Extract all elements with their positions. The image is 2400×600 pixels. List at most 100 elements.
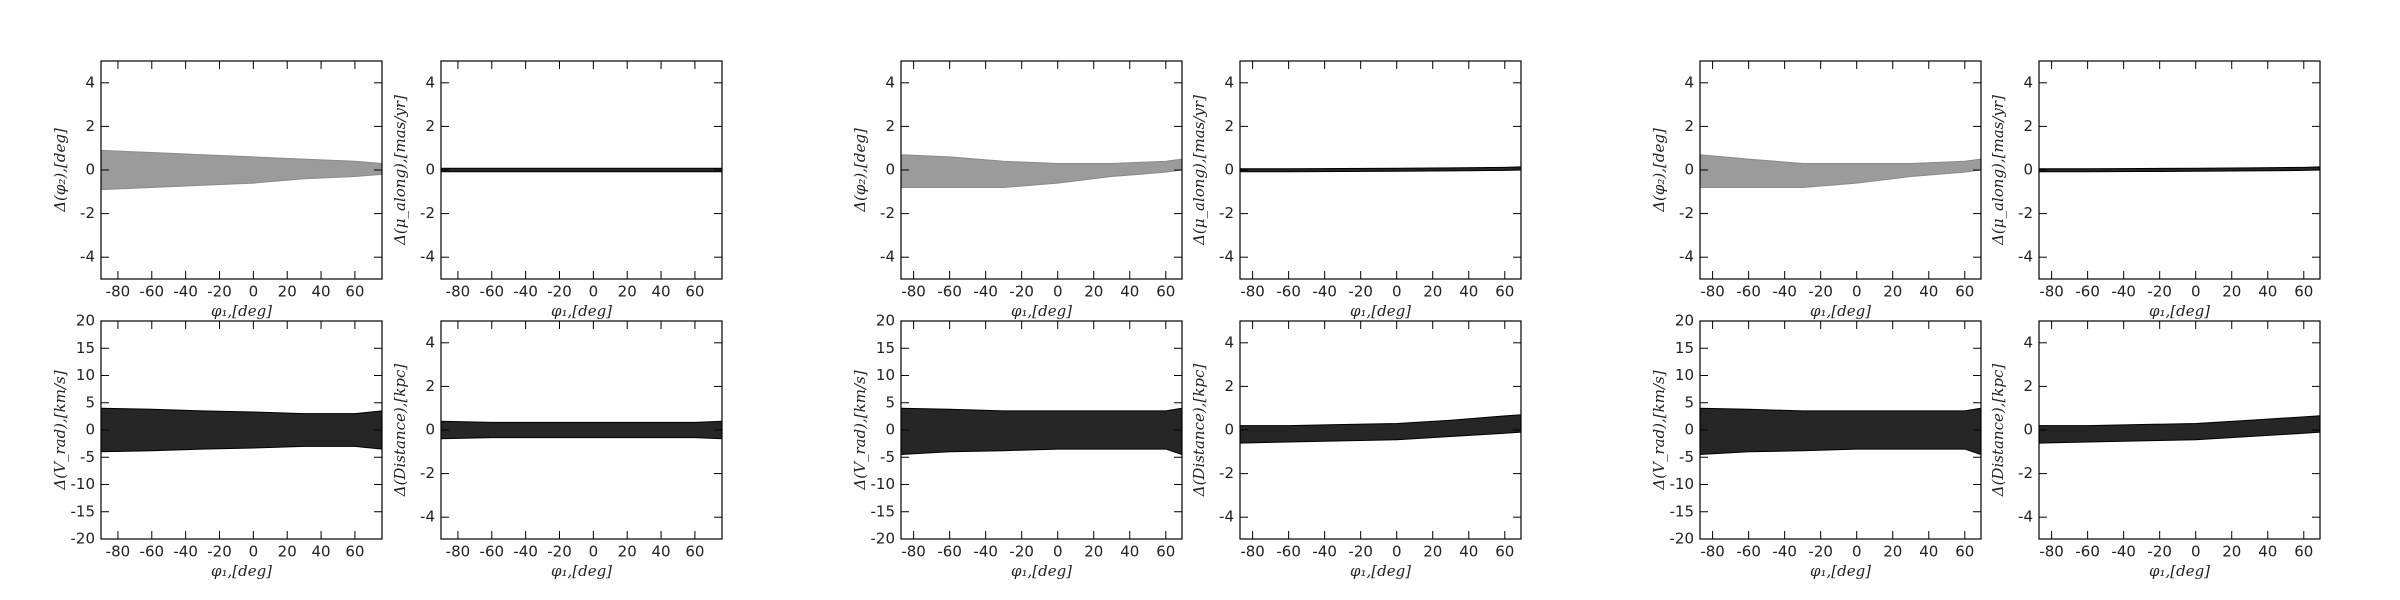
y-tick-label: -4 — [2018, 508, 2033, 526]
y-tick-label: -4 — [1679, 248, 1694, 266]
x-tick-label: -60 — [140, 283, 165, 301]
x-tick-label: -80 — [106, 283, 131, 301]
x-tick-label: 60 — [1955, 543, 1974, 561]
y-tick-label: -4 — [420, 248, 435, 266]
x-tick-label: 40 — [652, 543, 671, 561]
scatter-cloud — [1699, 154, 1982, 188]
y-tick-label: 4 — [1684, 73, 1694, 91]
x-tick-label: 40 — [1459, 543, 1478, 561]
x-tick-label: -40 — [1772, 283, 1797, 301]
x-tick-label: -20 — [1348, 543, 1373, 561]
x-tick-label: -60 — [937, 283, 962, 301]
x-tick-label: 60 — [1495, 283, 1514, 301]
x-tick-label: -60 — [480, 283, 505, 301]
x-tick-label: -60 — [937, 543, 962, 561]
x-tick-label: -40 — [973, 283, 998, 301]
y-tick-label: 4 — [2023, 333, 2033, 351]
x-axis-label: φ₁,[deg] — [1350, 302, 1411, 320]
x-tick-label: -60 — [2075, 283, 2100, 301]
x-tick-label: 60 — [1156, 543, 1175, 561]
x-tick-label: 40 — [652, 283, 671, 301]
y-axis-label: Δ(Distance),[kpc] — [391, 364, 409, 498]
y-axis-label: Δ(V_rad),[km/s] — [851, 370, 869, 490]
y-tick-label: 10 — [876, 366, 895, 384]
y-axis-label: Δ(φ₂),[deg] — [51, 128, 69, 213]
y-tick-label: 2 — [1224, 117, 1234, 135]
x-tick-label: 0 — [1053, 283, 1063, 301]
y-tick-label: 0 — [85, 161, 95, 179]
x-tick-label: 20 — [1423, 283, 1442, 301]
x-tick-label: 0 — [1852, 543, 1862, 561]
y-tick-label: 0 — [1684, 161, 1694, 179]
x-tick-label: 40 — [1919, 543, 1938, 561]
y-axis-label: Δ(V_rad),[km/s] — [51, 370, 69, 490]
x-tick-label: -40 — [2111, 543, 2136, 561]
x-tick-label: 40 — [312, 543, 331, 561]
x-tick-label: 0 — [2191, 543, 2201, 561]
y-tick-label: -2 — [420, 204, 435, 222]
x-axis-label: φ₁,[deg] — [1810, 562, 1871, 580]
scatter-cloud — [900, 407, 1183, 456]
y-tick-label: 0 — [1684, 421, 1694, 439]
x-tick-label: 0 — [589, 283, 599, 301]
x-tick-label: 60 — [1156, 283, 1175, 301]
x-tick-label: 40 — [2258, 543, 2277, 561]
y-tick-label: 2 — [1224, 377, 1234, 395]
y-tick-label: -20 — [1670, 530, 1695, 548]
y-tick-label: 20 — [1675, 312, 1694, 330]
scatter-cloud — [100, 149, 383, 191]
y-tick-label: 15 — [876, 339, 895, 357]
x-tick-label: -20 — [547, 543, 572, 561]
y-tick-label: 0 — [2023, 421, 2033, 439]
x-tick-label: -60 — [480, 543, 505, 561]
y-axis-label: Δ(V_rad),[km/s] — [1650, 370, 1668, 490]
y-tick-label: 5 — [885, 393, 895, 411]
x-tick-label: -80 — [901, 543, 926, 561]
x-tick-label: -80 — [2039, 543, 2064, 561]
y-tick-label: 10 — [76, 366, 95, 384]
x-axis-label: φ₁,[deg] — [1350, 562, 1411, 580]
y-tick-label: 0 — [85, 421, 95, 439]
y-tick-label: -2 — [2018, 464, 2033, 482]
y-tick-label: 10 — [1675, 366, 1694, 384]
y-tick-label: 20 — [76, 312, 95, 330]
x-tick-label: 0 — [589, 543, 599, 561]
x-tick-label: 20 — [278, 543, 297, 561]
x-tick-label: 20 — [1883, 543, 1902, 561]
y-tick-label: -4 — [1219, 508, 1234, 526]
x-tick-label: -40 — [513, 283, 538, 301]
y-tick-label: 0 — [425, 421, 435, 439]
y-tick-label: -15 — [71, 502, 96, 520]
x-tick-label: -20 — [1009, 283, 1034, 301]
y-tick-label: 4 — [425, 73, 435, 91]
y-tick-label: 2 — [1684, 117, 1694, 135]
y-tick-label: -5 — [1679, 448, 1694, 466]
x-tick-label: -80 — [901, 283, 926, 301]
y-tick-label: 2 — [885, 117, 895, 135]
x-tick-label: 0 — [249, 283, 259, 301]
y-tick-label: 5 — [1684, 393, 1694, 411]
y-tick-label: 0 — [885, 161, 895, 179]
x-tick-label: 0 — [1053, 543, 1063, 561]
scatter-cloud — [2038, 415, 2321, 444]
x-tick-label: -40 — [173, 283, 198, 301]
y-axis-label: Δ(φ₂),[deg] — [1650, 128, 1668, 213]
y-tick-label: -4 — [2018, 248, 2033, 266]
y-tick-label: 4 — [85, 73, 95, 91]
y-axis-label: Δ(Distance),[kpc] — [1989, 364, 2007, 498]
y-tick-label: -10 — [1670, 475, 1695, 493]
x-tick-label: 60 — [2294, 543, 2313, 561]
y-tick-label: 15 — [1675, 339, 1694, 357]
y-tick-label: 2 — [85, 117, 95, 135]
x-tick-label: -20 — [207, 283, 232, 301]
x-tick-label: 40 — [1919, 283, 1938, 301]
y-tick-label: 4 — [1224, 73, 1234, 91]
y-tick-label: 4 — [425, 333, 435, 351]
y-axis-label: Δ(μ_along),[mas/yr] — [1989, 95, 2007, 246]
x-axis-label: φ₁,[deg] — [211, 302, 272, 320]
x-tick-label: -40 — [1772, 543, 1797, 561]
y-tick-label: -4 — [880, 248, 895, 266]
x-tick-label: -60 — [140, 543, 165, 561]
y-axis-label: Δ(Distance),[kpc] — [1190, 364, 1208, 498]
y-axis-label: Δ(φ₂),[deg] — [851, 128, 869, 213]
